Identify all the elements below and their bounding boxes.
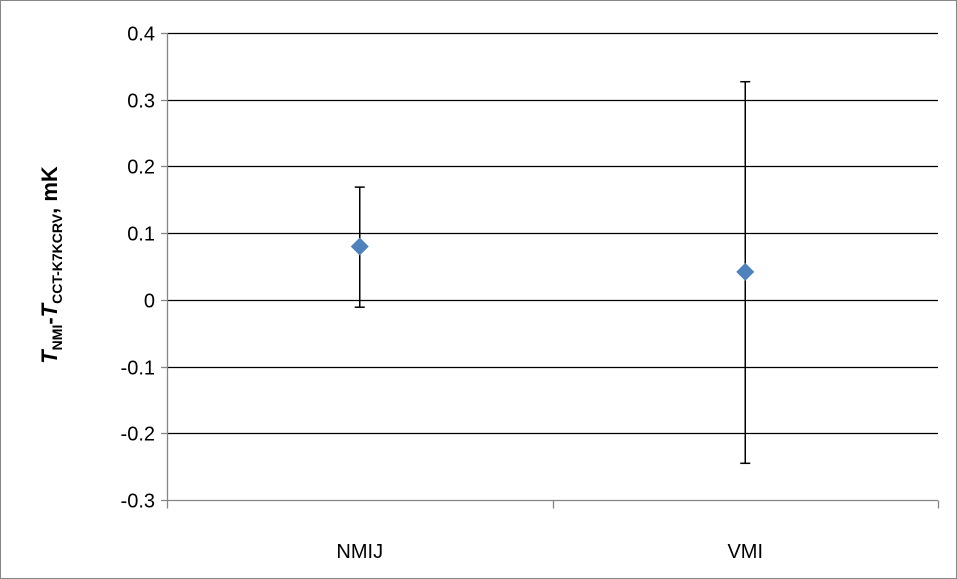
y-axis-label: TNMI-TCCT-K7KCRV, mK bbox=[37, 166, 65, 364]
ylabel-unit: , mK bbox=[37, 166, 62, 214]
ylabel-dash: - bbox=[37, 317, 62, 324]
ylabel-sub2: CCT-K7KCRV bbox=[49, 213, 65, 304]
ylabel-main2: T bbox=[37, 302, 62, 317]
data-point-vmi bbox=[736, 262, 755, 281]
y-tick-label: 0.4 bbox=[127, 24, 155, 46]
y-tick-label: 0 bbox=[144, 291, 155, 313]
y-tick-labels: -0.3 -0.2 -0.1 0 0.1 0.2 0.3 0.4 bbox=[121, 24, 155, 513]
gridlines bbox=[167, 32, 938, 435]
x-tick-labels: NMIJ VMI bbox=[336, 541, 763, 563]
x-tick-label: NMIJ bbox=[336, 541, 383, 563]
y-tick-label: -0.2 bbox=[121, 424, 155, 446]
y-tick-label: 0.3 bbox=[127, 91, 155, 113]
x-tick-label: VMI bbox=[727, 541, 763, 563]
data-point-nmij bbox=[350, 237, 369, 256]
y-tick-label: 0.1 bbox=[127, 224, 155, 246]
ylabel-sub1: NMI bbox=[49, 325, 65, 351]
data-points bbox=[350, 237, 755, 281]
y-tick-label: 0.2 bbox=[127, 157, 155, 179]
error-bars bbox=[354, 80, 751, 465]
y-tick-label: -0.3 bbox=[121, 491, 155, 513]
y-tick-label: -0.1 bbox=[121, 358, 155, 380]
axes bbox=[161, 32, 940, 509]
ylabel-main1: T bbox=[37, 349, 62, 364]
